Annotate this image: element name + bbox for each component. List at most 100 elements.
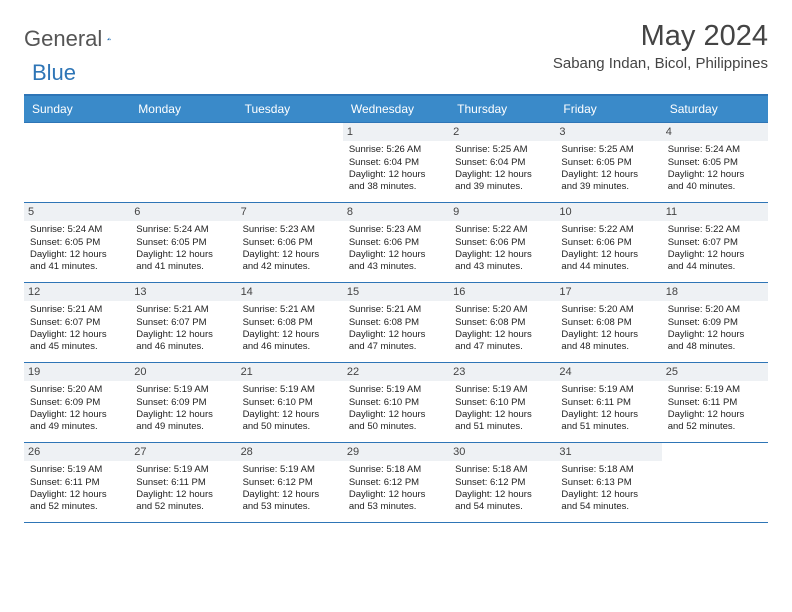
daylight-text: Daylight: 12 hours and 52 minutes. — [136, 489, 230, 514]
day-number: 22 — [343, 363, 449, 381]
day-number: 8 — [343, 203, 449, 221]
daylight-text: Daylight: 12 hours and 54 minutes. — [561, 489, 655, 514]
daylight-text: Daylight: 12 hours and 39 minutes. — [561, 169, 655, 194]
day-number: 11 — [662, 203, 768, 221]
day-header: Tuesday — [237, 96, 343, 123]
sunset-text: Sunset: 6:07 PM — [136, 317, 230, 329]
calendar-cell: 4 Sunrise: 5:24 AMSunset: 6:05 PMDaylight… — [662, 123, 768, 203]
sunset-text: Sunset: 6:09 PM — [136, 397, 230, 409]
sunset-text: Sunset: 6:05 PM — [30, 237, 124, 249]
calendar-cell: 7 Sunrise: 5:23 AMSunset: 6:06 PMDaylight… — [237, 203, 343, 283]
daylight-text: Daylight: 12 hours and 50 minutes. — [243, 409, 337, 434]
logo-sail-icon — [107, 30, 111, 48]
sunrise-text: Sunrise: 5:24 AM — [30, 224, 124, 236]
sunset-text: Sunset: 6:05 PM — [668, 157, 762, 169]
daylight-text: Daylight: 12 hours and 42 minutes. — [243, 249, 337, 274]
logo-text-1: General — [24, 26, 102, 52]
sunset-text: Sunset: 6:12 PM — [243, 477, 337, 489]
logo: General — [24, 20, 133, 52]
day-number: 4 — [662, 123, 768, 141]
sunrise-text: Sunrise: 5:20 AM — [561, 304, 655, 316]
calendar-cell: 2Sunrise: 5:25 AMSunset: 6:04 PMDaylight… — [449, 123, 555, 203]
daylight-text: Daylight: 12 hours and 38 minutes. — [349, 169, 443, 194]
sunrise-text: Sunrise: 5:24 AM — [668, 144, 762, 156]
sunrise-text: Sunrise: 5:19 AM — [561, 384, 655, 396]
sunset-text: Sunset: 6:12 PM — [349, 477, 443, 489]
daylight-text: Daylight: 12 hours and 41 minutes. — [136, 249, 230, 274]
sunset-text: Sunset: 6:11 PM — [30, 477, 124, 489]
sunrise-text: Sunrise: 5:19 AM — [349, 384, 443, 396]
calendar-cell: 29Sunrise: 5:18 AMSunset: 6:12 PMDayligh… — [343, 443, 449, 523]
calendar-cell — [662, 443, 768, 523]
day-number: 19 — [24, 363, 130, 381]
sunrise-text: Sunrise: 5:21 AM — [349, 304, 443, 316]
month-title: May 2024 — [553, 20, 768, 53]
sunset-text: Sunset: 6:04 PM — [455, 157, 549, 169]
sunset-text: Sunset: 6:06 PM — [349, 237, 443, 249]
calendar-cell: 24 Sunrise: 5:19 AMSunset: 6:11 PMDayligh… — [555, 363, 661, 443]
sunrise-text: Sunrise: 5:21 AM — [136, 304, 230, 316]
daylight-text: Daylight: 12 hours and 51 minutes. — [561, 409, 655, 434]
day-number: 27 — [130, 443, 236, 461]
sunrise-text: Sunrise: 5:23 AM — [243, 224, 337, 236]
calendar-cell: 16Sunrise: 5:20 AMSunset: 6:08 PMDayligh… — [449, 283, 555, 363]
day-number: 25 — [662, 363, 768, 381]
sunset-text: Sunset: 6:09 PM — [30, 397, 124, 409]
sunrise-text: Sunrise: 5:25 AM — [561, 144, 655, 156]
daylight-text: Daylight: 12 hours and 49 minutes. — [30, 409, 124, 434]
sunrise-text: Sunrise: 5:18 AM — [349, 464, 443, 476]
daylight-text: Daylight: 12 hours and 47 minutes. — [349, 329, 443, 354]
sunrise-text: Sunrise: 5:26 AM — [349, 144, 443, 156]
calendar-cell: 11Sunrise: 5:22 AMSunset: 6:07 PMDayligh… — [662, 203, 768, 283]
calendar-cell: 9Sunrise: 5:22 AMSunset: 6:06 PMDaylight… — [449, 203, 555, 283]
daylight-text: Daylight: 12 hours and 39 minutes. — [455, 169, 549, 194]
daylight-text: Daylight: 12 hours and 50 minutes. — [349, 409, 443, 434]
logo-text-2: Blue — [32, 60, 76, 86]
sunrise-text: Sunrise: 5:18 AM — [561, 464, 655, 476]
day-header: Thursday — [449, 96, 555, 123]
calendar-grid: SundayMondayTuesdayWednesdayThursdayFrid… — [24, 94, 768, 523]
daylight-text: Daylight: 12 hours and 48 minutes. — [668, 329, 762, 354]
day-number: 30 — [449, 443, 555, 461]
sunrise-text: Sunrise: 5:23 AM — [349, 224, 443, 236]
sunrise-text: Sunrise: 5:19 AM — [243, 384, 337, 396]
day-number: 20 — [130, 363, 236, 381]
sunset-text: Sunset: 6:11 PM — [561, 397, 655, 409]
sunrise-text: Sunrise: 5:19 AM — [243, 464, 337, 476]
calendar-cell: 31Sunrise: 5:18 AMSunset: 6:13 PMDayligh… — [555, 443, 661, 523]
day-header: Friday — [555, 96, 661, 123]
calendar-cell: 23Sunrise: 5:19 AMSunset: 6:10 PMDayligh… — [449, 363, 555, 443]
sunrise-text: Sunrise: 5:25 AM — [455, 144, 549, 156]
calendar-cell: 8Sunrise: 5:23 AMSunset: 6:06 PMDaylight… — [343, 203, 449, 283]
daylight-text: Daylight: 12 hours and 44 minutes. — [668, 249, 762, 274]
daylight-text: Daylight: 12 hours and 45 minutes. — [30, 329, 124, 354]
day-number: 7 — [237, 203, 343, 221]
calendar-cell: 19Sunrise: 5:20 AMSunset: 6:09 PMDayligh… — [24, 363, 130, 443]
calendar-cell: 1 Sunrise: 5:26 AMSunset: 6:04 PMDaylight… — [343, 123, 449, 203]
day-number: 1 — [343, 123, 449, 141]
daylight-text: Daylight: 12 hours and 46 minutes. — [243, 329, 337, 354]
daylight-text: Daylight: 12 hours and 54 minutes. — [455, 489, 549, 514]
sunset-text: Sunset: 6:04 PM — [349, 157, 443, 169]
location: Sabang Indan, Bicol, Philippines — [553, 55, 768, 72]
sunrise-text: Sunrise: 5:21 AM — [243, 304, 337, 316]
daylight-text: Daylight: 12 hours and 52 minutes. — [30, 489, 124, 514]
daylight-text: Daylight: 12 hours and 48 minutes. — [561, 329, 655, 354]
day-number: 28 — [237, 443, 343, 461]
day-number: 29 — [343, 443, 449, 461]
sunset-text: Sunset: 6:06 PM — [243, 237, 337, 249]
day-header: Saturday — [662, 96, 768, 123]
calendar-cell: 10Sunrise: 5:22 AMSunset: 6:06 PMDayligh… — [555, 203, 661, 283]
day-number: 21 — [237, 363, 343, 381]
sunrise-text: Sunrise: 5:19 AM — [136, 384, 230, 396]
day-number: 12 — [24, 283, 130, 301]
calendar-cell: 20Sunrise: 5:19 AMSunset: 6:09 PMDayligh… — [130, 363, 236, 443]
daylight-text: Daylight: 12 hours and 40 minutes. — [668, 169, 762, 194]
sunrise-text: Sunrise: 5:19 AM — [668, 384, 762, 396]
calendar-cell: 28Sunrise: 5:19 AMSunset: 6:12 PMDayligh… — [237, 443, 343, 523]
day-number: 23 — [449, 363, 555, 381]
calendar-cell: 30Sunrise: 5:18 AMSunset: 6:12 PMDayligh… — [449, 443, 555, 523]
day-number: 24 — [555, 363, 661, 381]
day-number: 5 — [24, 203, 130, 221]
day-number: 31 — [555, 443, 661, 461]
